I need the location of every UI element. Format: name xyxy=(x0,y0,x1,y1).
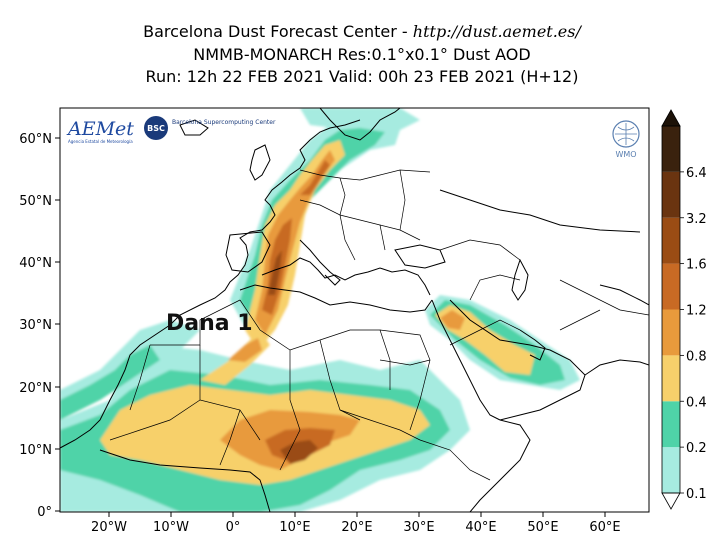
country-borders xyxy=(109,169,649,481)
lat-tick-label: 20°N xyxy=(19,381,52,396)
lat-tick-label: 50°N xyxy=(19,194,52,209)
title-line-1: Barcelona Dust Forecast Center - http://… xyxy=(0,21,724,43)
title-line-3: Run: 12h 22 FEB 2021 Valid: 00h 23 FEB 2… xyxy=(145,67,579,86)
colorbar-segment xyxy=(662,217,680,264)
wmo-emblem-globe xyxy=(612,120,640,148)
lon-tick-label: 20°W xyxy=(91,520,127,535)
colorbar-label: 3.2 xyxy=(686,212,707,227)
lon-tick-label: 10°E xyxy=(279,520,310,535)
coastlines xyxy=(60,108,649,512)
bsc-logo-circle xyxy=(144,116,168,140)
map-frame xyxy=(59,107,650,513)
colorbar-extend-bottom xyxy=(661,492,681,510)
colorbar-label: 0.1 xyxy=(686,487,707,502)
lat-tick-label: 0° xyxy=(37,505,52,520)
wmo-emblem-lines xyxy=(615,123,637,145)
wmo-emblem-label: WMO xyxy=(615,150,636,159)
dust-level-1-6-europe xyxy=(268,250,282,295)
colorbar-label: 6.4 xyxy=(686,166,707,181)
colorbar-label: 1.6 xyxy=(686,258,707,273)
dust-level-0-8-spain xyxy=(228,338,262,362)
colorbar-segment xyxy=(662,126,680,172)
title-prefix: Barcelona Dust Forecast Center - xyxy=(143,22,413,41)
lon-tick-label: 20°E xyxy=(341,520,372,535)
dana-annotation: Dana 1 xyxy=(166,311,253,336)
lon-tick-label: 30°E xyxy=(403,520,434,535)
bsc-logo-badge: BSC xyxy=(147,124,165,133)
colorbar-segment xyxy=(662,171,680,218)
aemet-logo-text: AEMet xyxy=(66,118,134,140)
lat-tick-label: 30°N xyxy=(19,318,52,333)
bsc-logo-name: Barcelona Supercomputing Center xyxy=(172,119,276,126)
lon-tick-label: 60°E xyxy=(589,520,620,535)
colorbar-segment xyxy=(662,447,680,493)
colorbar-extend-top xyxy=(661,109,681,127)
dust-level-1-6 xyxy=(280,440,318,464)
dust-level-1-2-north xyxy=(300,160,330,195)
lon-tick-label: 50°E xyxy=(527,520,558,535)
dust-level-0-2-westcoast xyxy=(60,345,160,420)
colorbar-segment xyxy=(662,263,680,310)
colorbar-label: 0.2 xyxy=(686,441,707,456)
colorbar-label: 0.4 xyxy=(686,395,707,410)
lat-tick-label: 60°N xyxy=(19,132,52,147)
lon-tick-label: 10°W xyxy=(153,520,189,535)
lon-tick-label: 0° xyxy=(226,520,241,535)
bsc-logo: BSC Barcelona Supercomputing Center xyxy=(144,116,276,140)
wmo-emblem: WMO xyxy=(612,120,640,159)
lat-tick-label: 10°N xyxy=(19,443,52,458)
colorbar-segment xyxy=(662,401,680,448)
colorbar: 0.1 0.2 0.4 0.8 1.2 1.6 3.2 6.4 xyxy=(661,109,707,510)
aemet-logo-subtitle: Agencia Estatal de Meteorología xyxy=(68,139,133,144)
longitude-ticks: 20°W 10°W 0° 10°E 20°E 30°E 40°E 50°E 60°E xyxy=(91,512,621,535)
lat-tick-label: 40°N xyxy=(19,256,52,271)
title-url: http://dust.aemet.es/ xyxy=(412,22,581,41)
dust-level-0-8-mideast xyxy=(440,310,465,330)
lon-tick-label: 40°E xyxy=(465,520,496,535)
title-line-2: NMMB-MONARCH Res:0.1°x0.1° Dust AOD xyxy=(193,45,531,64)
colorbar-segment xyxy=(662,309,680,356)
aemet-logo: AEMet Agencia Estatal de Meteorología xyxy=(66,118,134,144)
colorbar-segment xyxy=(662,355,680,402)
colorbar-label: 0.8 xyxy=(686,349,707,364)
latitude-ticks: 60°N 50°N 40°N 30°N 20°N 10°N 0° xyxy=(19,132,60,520)
colorbar-label: 1.2 xyxy=(686,304,707,319)
